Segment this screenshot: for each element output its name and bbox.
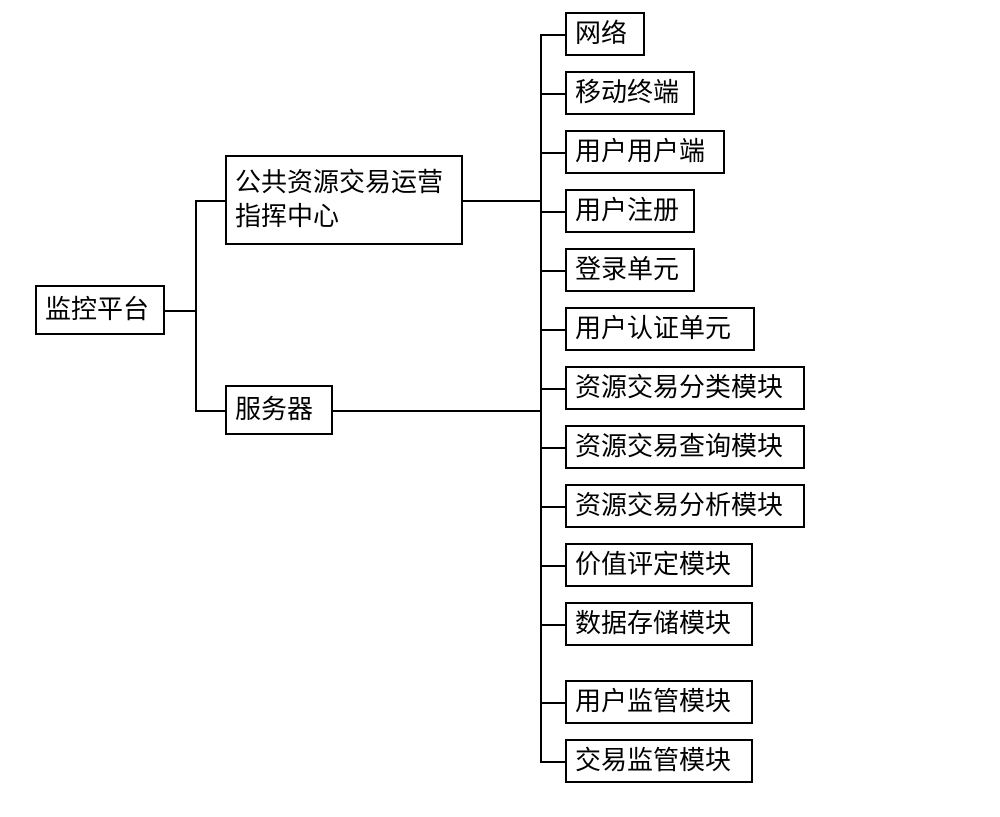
- leaf-node-6: 资源交易分类模块: [565, 366, 805, 410]
- connector-h: [540, 329, 565, 331]
- leaf-node-0-label: 网络: [575, 17, 627, 51]
- leaf-node-12-label: 交易监管模块: [575, 744, 731, 778]
- connector-h: [540, 152, 565, 154]
- connector-h: [540, 34, 565, 36]
- leaf-node-2: 用户用户端: [565, 130, 725, 174]
- connector-h: [540, 388, 565, 390]
- connector-h: [463, 200, 540, 202]
- connector-h: [333, 410, 540, 412]
- leaf-node-1: 移动终端: [565, 71, 695, 115]
- connector-h: [540, 761, 565, 763]
- connector-h: [195, 410, 225, 412]
- leaf-node-5: 用户认证单元: [565, 307, 755, 351]
- root-node-label: 监控平台: [45, 293, 149, 327]
- connector-h: [195, 200, 225, 202]
- leaf-node-7: 资源交易查询模块: [565, 425, 805, 469]
- leaf-node-11-label: 用户监管模块: [575, 685, 731, 719]
- leaf-node-4-label: 登录单元: [575, 253, 679, 287]
- leaf-node-3: 用户注册: [565, 189, 695, 233]
- leaf-node-4: 登录单元: [565, 248, 695, 292]
- leaf-node-9: 价值评定模块: [565, 543, 753, 587]
- leaf-node-11: 用户监管模块: [565, 680, 753, 724]
- connector-h: [540, 211, 565, 213]
- mid-node-0-label: 公共资源交易运营指挥中心: [235, 166, 453, 234]
- connector-h: [540, 565, 565, 567]
- connector-h: [540, 506, 565, 508]
- connector-h: [165, 310, 195, 312]
- leaf-node-12: 交易监管模块: [565, 739, 753, 783]
- leaf-node-0: 网络: [565, 12, 645, 56]
- leaf-node-1-label: 移动终端: [575, 76, 679, 110]
- leaf-node-5-label: 用户认证单元: [575, 312, 731, 346]
- root-node: 监控平台: [35, 285, 165, 335]
- leaf-node-2-label: 用户用户端: [575, 135, 705, 169]
- leaf-node-7-label: 资源交易查询模块: [575, 430, 783, 464]
- leaf-node-3-label: 用户注册: [575, 194, 679, 228]
- leaf-node-8: 资源交易分析模块: [565, 484, 805, 528]
- mid-node-0: 公共资源交易运营指挥中心: [225, 155, 463, 245]
- connector-h: [540, 447, 565, 449]
- connector-v: [540, 34, 542, 763]
- mid-node-1-label: 服务器: [235, 393, 313, 427]
- connector-h: [540, 270, 565, 272]
- connector-h: [540, 702, 565, 704]
- connector-h: [540, 624, 565, 626]
- leaf-node-10: 数据存储模块: [565, 602, 753, 646]
- leaf-node-8-label: 资源交易分析模块: [575, 489, 783, 523]
- connector-h: [540, 93, 565, 95]
- leaf-node-6-label: 资源交易分类模块: [575, 371, 783, 405]
- leaf-node-10-label: 数据存储模块: [575, 607, 731, 641]
- connector-v: [195, 200, 197, 410]
- mid-node-1: 服务器: [225, 385, 333, 435]
- leaf-node-9-label: 价值评定模块: [575, 548, 731, 582]
